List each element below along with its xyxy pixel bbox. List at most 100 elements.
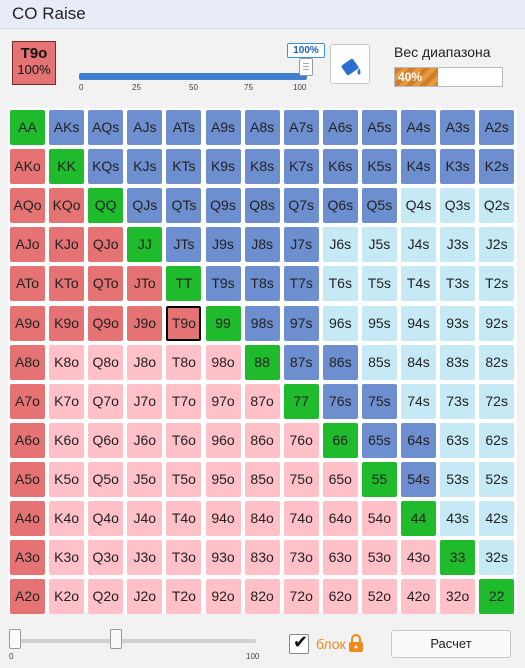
hand-cell[interactable]: T6o bbox=[166, 422, 202, 458]
hand-cell[interactable]: 97s bbox=[283, 305, 319, 341]
hand-cell[interactable]: T2s bbox=[479, 266, 515, 302]
hand-cell[interactable]: 44 bbox=[401, 501, 436, 536]
hand-cell[interactable]: QTo bbox=[88, 266, 124, 302]
hand-cell[interactable]: K9o bbox=[49, 305, 85, 341]
hand-cell[interactable]: 55 bbox=[361, 461, 397, 497]
hand-cell[interactable]: K3s bbox=[440, 149, 476, 185]
hand-cell[interactable]: J3s bbox=[440, 227, 476, 263]
hand-cell[interactable]: T4o bbox=[166, 501, 202, 536]
hand-cell[interactable]: Q7o bbox=[88, 383, 124, 419]
hand-cell[interactable]: J8o bbox=[127, 344, 163, 380]
frequency-slider-thumb[interactable] bbox=[299, 58, 313, 76]
hand-cell[interactable]: 75s bbox=[361, 383, 397, 419]
lock-checkbox[interactable]: ✔ bbox=[289, 632, 309, 654]
hand-cell[interactable]: A4s bbox=[401, 110, 436, 145]
hand-cell[interactable]: 53s bbox=[440, 461, 476, 497]
hand-cell[interactable]: Q6s bbox=[322, 188, 358, 224]
hand-cell[interactable]: J9s bbox=[205, 227, 241, 263]
hand-cell[interactable]: J7s bbox=[283, 227, 319, 263]
hand-cell[interactable]: 33 bbox=[440, 540, 476, 576]
hand-cell[interactable]: KJs bbox=[127, 149, 163, 185]
hand-cell[interactable]: 74o bbox=[283, 501, 319, 536]
hand-cell[interactable]: 62s bbox=[479, 422, 515, 458]
hand-cell[interactable]: 83o bbox=[244, 540, 280, 576]
hand-cell[interactable]: 43s bbox=[440, 501, 476, 536]
hand-cell[interactable]: T5s bbox=[361, 266, 397, 302]
hand-cell[interactable]: KJo bbox=[49, 227, 85, 263]
hand-cell[interactable]: 92o bbox=[205, 579, 241, 615]
hand-cell[interactable]: 32o bbox=[440, 579, 476, 615]
hand-cell[interactable]: J5o bbox=[127, 461, 163, 497]
hand-cell[interactable]: 86o bbox=[244, 422, 280, 458]
hand-cell[interactable]: 52s bbox=[479, 461, 515, 497]
hand-cell[interactable]: T7s bbox=[283, 266, 319, 302]
hand-cell[interactable]: 73o bbox=[283, 540, 319, 576]
hand-cell[interactable]: 82o bbox=[244, 579, 280, 615]
hand-cell[interactable]: 93o bbox=[205, 540, 241, 576]
hand-cell[interactable]: 22 bbox=[479, 579, 515, 615]
hand-cell[interactable]: 85o bbox=[244, 461, 280, 497]
hand-cell[interactable]: K8o bbox=[49, 344, 85, 380]
hand-cell[interactable]: 42o bbox=[401, 579, 436, 615]
hand-cell[interactable]: 95s bbox=[361, 305, 397, 341]
hand-cell[interactable]: T4s bbox=[401, 266, 436, 302]
hand-cell[interactable]: 87o bbox=[244, 383, 280, 419]
bottom-slider-max-thumb[interactable] bbox=[110, 629, 122, 649]
hand-cell[interactable]: K9s bbox=[205, 149, 241, 185]
hand-cell[interactable]: 97o bbox=[205, 383, 241, 419]
hand-cell[interactable]: A8s bbox=[244, 110, 280, 145]
hand-cell[interactable]: A4o bbox=[10, 501, 45, 536]
hand-cell[interactable]: Q4o bbox=[88, 501, 124, 536]
hand-cell[interactable]: A9s bbox=[205, 110, 241, 145]
hand-cell[interactable]: T3s bbox=[440, 266, 476, 302]
hand-cell[interactable]: 98s bbox=[244, 305, 280, 341]
hand-cell[interactable]: K7o bbox=[49, 383, 85, 419]
hand-cell[interactable]: 64o bbox=[322, 501, 358, 536]
hand-cell[interactable]: A6o bbox=[10, 422, 45, 458]
hand-cell[interactable]: 63o bbox=[322, 540, 358, 576]
hand-cell[interactable]: K8s bbox=[244, 149, 280, 185]
hand-cell[interactable]: 95o bbox=[205, 461, 241, 497]
hand-cell[interactable]: Q6o bbox=[88, 422, 124, 458]
hand-cell[interactable]: Q5s bbox=[361, 188, 397, 224]
hand-cell[interactable]: J2o bbox=[127, 579, 163, 615]
hand-cell[interactable]: K6s bbox=[322, 149, 358, 185]
hand-cell[interactable]: 99 bbox=[205, 305, 241, 341]
hand-cell[interactable]: AKs bbox=[49, 110, 85, 145]
hand-cell[interactable]: T8o bbox=[166, 344, 202, 380]
hand-cell[interactable]: K5o bbox=[49, 461, 85, 497]
hand-cell[interactable]: 84o bbox=[244, 501, 280, 536]
paint-bucket-button[interactable] bbox=[330, 44, 370, 84]
hand-cell[interactable]: J5s bbox=[361, 227, 397, 263]
hand-cell[interactable]: TT bbox=[166, 266, 202, 302]
hand-cell[interactable]: K2o bbox=[49, 579, 85, 615]
hand-cell[interactable]: J2s bbox=[479, 227, 515, 263]
hand-cell[interactable]: Q2o bbox=[88, 579, 124, 615]
hand-cell[interactable]: 84s bbox=[401, 344, 436, 380]
hand-cell[interactable]: JJ bbox=[127, 227, 163, 263]
hand-cell[interactable]: J3o bbox=[127, 540, 163, 576]
hand-cell[interactable]: 43o bbox=[401, 540, 436, 576]
hand-cell[interactable]: K6o bbox=[49, 422, 85, 458]
hand-cell[interactable]: A3s bbox=[440, 110, 476, 145]
hand-cell[interactable]: 72s bbox=[479, 383, 515, 419]
hand-cell[interactable]: A5s bbox=[361, 110, 397, 145]
hand-cell[interactable]: T9o bbox=[166, 305, 202, 341]
hand-cell[interactable]: AQo bbox=[10, 188, 45, 224]
hand-cell[interactable]: T2o bbox=[166, 579, 202, 615]
hand-cell[interactable]: 63s bbox=[440, 422, 476, 458]
hand-cell[interactable]: ATs bbox=[166, 110, 202, 145]
hand-cell[interactable]: J7o bbox=[127, 383, 163, 419]
hand-cell[interactable]: 93s bbox=[440, 305, 476, 341]
hand-cell[interactable]: QJs bbox=[127, 188, 163, 224]
hand-cell[interactable]: JTs bbox=[166, 227, 202, 263]
hand-cell[interactable]: K3o bbox=[49, 540, 85, 576]
hand-cell[interactable]: Q3o bbox=[88, 540, 124, 576]
hand-cell[interactable]: KQs bbox=[88, 149, 124, 185]
hand-cell[interactable]: 73s bbox=[440, 383, 476, 419]
hand-cell[interactable]: QTs bbox=[166, 188, 202, 224]
hand-cell[interactable]: 98o bbox=[205, 344, 241, 380]
hand-cell[interactable]: KK bbox=[49, 149, 85, 185]
hand-cell[interactable]: 62o bbox=[322, 579, 358, 615]
hand-cell[interactable]: Q2s bbox=[479, 188, 515, 224]
